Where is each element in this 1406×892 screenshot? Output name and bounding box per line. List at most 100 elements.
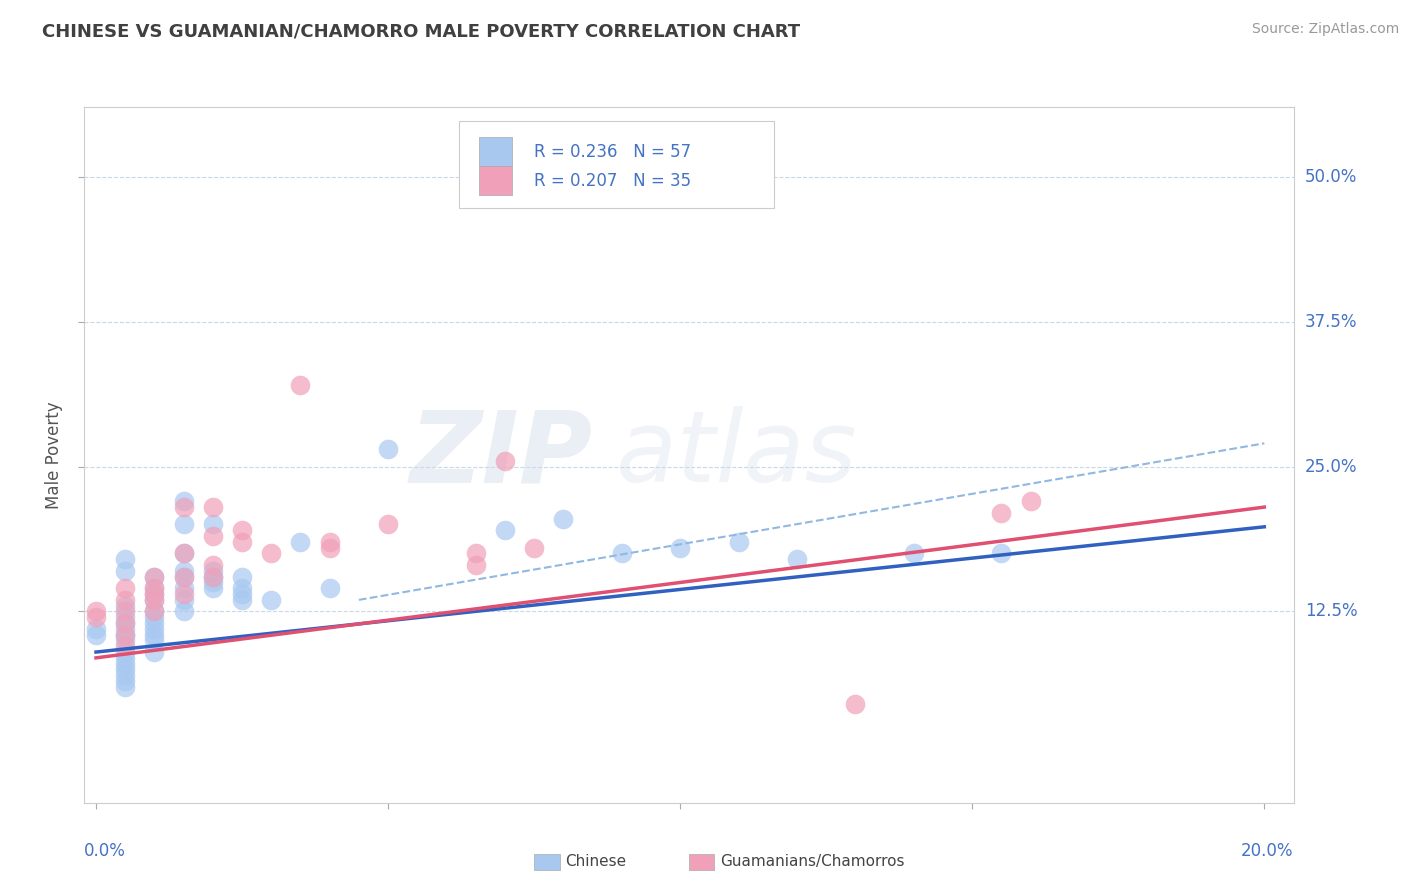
Point <box>143 582 166 596</box>
Text: R = 0.236   N = 57: R = 0.236 N = 57 <box>534 143 692 161</box>
Point <box>201 575 224 590</box>
Point <box>143 592 166 607</box>
Point <box>377 442 399 457</box>
Point <box>290 378 312 392</box>
Point <box>318 582 340 596</box>
Point <box>464 546 486 561</box>
Point <box>377 517 399 532</box>
FancyBboxPatch shape <box>478 137 512 166</box>
Point <box>173 546 195 561</box>
Text: Source: ZipAtlas.com: Source: ZipAtlas.com <box>1251 22 1399 37</box>
Point <box>173 517 195 532</box>
Point <box>231 592 253 607</box>
Text: 50.0%: 50.0% <box>1305 168 1357 186</box>
Point <box>114 599 136 613</box>
Point <box>494 523 516 537</box>
Point <box>231 523 253 537</box>
Point <box>173 570 195 584</box>
Point <box>786 552 808 566</box>
Point <box>114 657 136 671</box>
Point <box>114 592 136 607</box>
Point <box>318 541 340 555</box>
Point <box>201 500 224 514</box>
Point <box>143 570 166 584</box>
Point <box>903 546 925 561</box>
Point <box>173 564 195 578</box>
Point <box>173 582 195 596</box>
Point <box>114 628 136 642</box>
Point <box>114 645 136 659</box>
Point <box>143 582 166 596</box>
Point <box>464 558 486 573</box>
Point <box>143 645 166 659</box>
Text: 0.0%: 0.0% <box>84 842 127 860</box>
Point <box>143 570 166 584</box>
Point <box>114 622 136 636</box>
Point <box>114 582 136 596</box>
Point <box>114 615 136 630</box>
Point <box>231 587 253 601</box>
Text: CHINESE VS GUAMANIAN/CHAMORRO MALE POVERTY CORRELATION CHART: CHINESE VS GUAMANIAN/CHAMORRO MALE POVER… <box>42 22 800 40</box>
Point <box>84 622 107 636</box>
Point <box>990 506 1012 520</box>
Point <box>84 610 107 624</box>
Point <box>318 534 340 549</box>
Point <box>231 582 253 596</box>
Point <box>114 633 136 648</box>
Text: 12.5%: 12.5% <box>1305 602 1357 621</box>
Point <box>173 570 195 584</box>
Text: 20.0%: 20.0% <box>1241 842 1294 860</box>
Text: 25.0%: 25.0% <box>1305 458 1357 475</box>
Point <box>290 534 312 549</box>
FancyBboxPatch shape <box>478 166 512 195</box>
Point <box>173 546 195 561</box>
Point <box>143 592 166 607</box>
Point <box>173 587 195 601</box>
Point <box>114 564 136 578</box>
Point <box>201 570 224 584</box>
Point <box>844 698 866 712</box>
Point <box>610 546 633 561</box>
Point <box>727 534 749 549</box>
Point <box>143 628 166 642</box>
Point <box>114 639 136 653</box>
Point <box>114 615 136 630</box>
Point <box>173 605 195 619</box>
Point <box>173 592 195 607</box>
Point <box>143 615 166 630</box>
Text: R = 0.207   N = 35: R = 0.207 N = 35 <box>534 172 692 190</box>
Point <box>260 546 283 561</box>
Point <box>143 587 166 601</box>
Point <box>201 517 224 532</box>
Text: ZIP: ZIP <box>409 407 592 503</box>
Text: Guamanians/Chamorros: Guamanians/Chamorros <box>720 855 904 869</box>
Point <box>114 610 136 624</box>
Point <box>143 633 166 648</box>
Text: atlas: atlas <box>616 407 858 503</box>
Text: Chinese: Chinese <box>565 855 626 869</box>
Point <box>201 570 224 584</box>
Point <box>143 622 166 636</box>
Point <box>114 680 136 694</box>
Point <box>143 610 166 624</box>
Point <box>201 529 224 543</box>
Point <box>114 552 136 566</box>
Point <box>114 605 136 619</box>
Point <box>231 570 253 584</box>
Point <box>494 453 516 467</box>
Point <box>114 668 136 682</box>
Point <box>143 587 166 601</box>
Point <box>201 564 224 578</box>
Point <box>173 500 195 514</box>
Point <box>84 605 107 619</box>
Point <box>114 628 136 642</box>
Point <box>114 651 136 665</box>
Point <box>231 534 253 549</box>
Y-axis label: Male Poverty: Male Poverty <box>45 401 63 508</box>
Point <box>669 541 692 555</box>
Point <box>990 546 1012 561</box>
FancyBboxPatch shape <box>460 121 773 208</box>
Point <box>173 494 195 508</box>
Point <box>114 662 136 677</box>
Text: 37.5%: 37.5% <box>1305 312 1357 331</box>
